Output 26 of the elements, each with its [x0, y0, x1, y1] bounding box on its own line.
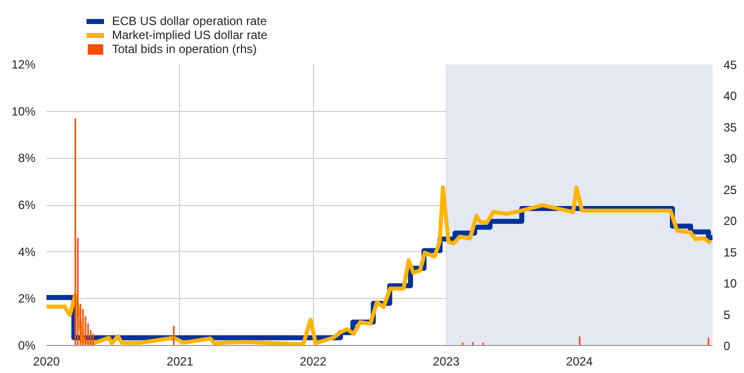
- y2-tick-label: 45: [724, 58, 738, 72]
- y2-tick-label: 5: [724, 308, 730, 322]
- y2-tick-label: 25: [724, 182, 738, 197]
- y2-tick-label: 35: [724, 120, 738, 134]
- y-tick-label: 10%: [11, 104, 36, 118]
- line-series: [46, 185, 712, 346]
- y-tick-label: 4%: [18, 244, 36, 259]
- y-tick-label: 6%: [18, 198, 36, 212]
- x-tick-label: 2020: [33, 354, 60, 368]
- y2-tick-label: 40: [724, 89, 738, 104]
- x-tick-label: 2023: [432, 354, 460, 368]
- y-tick-label: 12%: [11, 58, 36, 72]
- x-tick-label: 2022: [300, 354, 327, 368]
- x-tick-label: 2024: [566, 354, 594, 368]
- legend-label: Market-implied US dollar rate: [112, 28, 268, 42]
- legend-label: Total bids in operation (rhs): [112, 42, 257, 56]
- y-tick-label: 0%: [18, 338, 36, 352]
- x-tick-label: 2021: [166, 354, 194, 368]
- y2-tick-label: 15: [724, 245, 738, 260]
- y2-tick-label: 20: [724, 214, 738, 228]
- y2-tick-label: 10: [724, 276, 738, 291]
- y2-tick-label: 30: [724, 152, 738, 166]
- legend-label: ECB US dollar operation rate: [112, 14, 267, 28]
- y-tick-label: 2%: [18, 292, 36, 306]
- y2-tick-label: 0: [724, 339, 730, 353]
- y-tick-label: 8%: [18, 151, 36, 166]
